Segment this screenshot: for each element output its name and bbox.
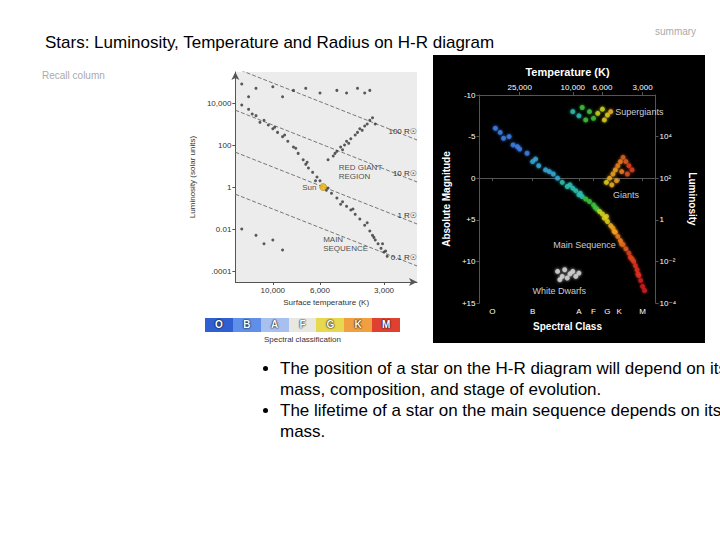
svg-text:0: 0 [471, 174, 476, 183]
svg-text:10⁻²: 10⁻² [660, 257, 676, 266]
svg-text:1 R☉: 1 R☉ [397, 211, 417, 220]
html-text:Stars: Luminosity, Temperature: Stars: Luminosity, Temperature and Radiu… [45, 33, 495, 52]
svg-text:0.1 R☉: 0.1 R☉ [391, 253, 417, 262]
svg-text:+5: +5 [466, 215, 476, 224]
html-text:Recall column: Recall column [42, 70, 105, 81]
svg-text:Surface temperature (K): Surface temperature (K) [283, 298, 369, 307]
svg-text:MAIN: MAIN [323, 235, 343, 244]
svg-text:Giants: Giants [613, 190, 640, 200]
svg-text:Supergiants: Supergiants [615, 107, 664, 117]
svg-text:10,000: 10,000 [561, 83, 586, 92]
svg-text:10⁻⁴: 10⁻⁴ [660, 299, 677, 308]
svg-text:-10: -10 [464, 91, 476, 100]
svg-text:Sun: Sun [302, 183, 316, 192]
svg-text:B: B [530, 307, 535, 316]
svg-text:G: G [604, 307, 610, 316]
svg-text:Luminosity (solar units): Luminosity (solar units) [188, 136, 197, 219]
svg-text:A: A [576, 307, 582, 316]
svg-text:RED GIANT: RED GIANT [339, 163, 383, 172]
svg-text:M: M [639, 307, 646, 316]
html-text:O: O [215, 319, 223, 330]
svg-text:10,000: 10,000 [207, 99, 232, 108]
svg-text:6,000: 6,000 [592, 83, 613, 92]
svg-text:White Dwarfs: White Dwarfs [533, 286, 587, 296]
html-text:summary: summary [655, 26, 697, 37]
svg-text:+10: +10 [462, 257, 476, 266]
svg-text:REGION: REGION [339, 172, 371, 181]
svg-text:-5: -5 [468, 132, 476, 141]
svg-text:3,000: 3,000 [633, 83, 654, 92]
svg-text:O: O [489, 307, 495, 316]
svg-text:25,000: 25,000 [507, 83, 532, 92]
svg-text:6,000: 6,000 [310, 286, 331, 295]
html-text:B: B [243, 319, 251, 330]
svg-text:1: 1 [227, 183, 232, 192]
svg-text:SEQUENCE: SEQUENCE [323, 244, 368, 253]
html-text:G: G [326, 319, 335, 330]
svg-text:10⁴: 10⁴ [660, 132, 673, 141]
svg-text:Luminosity: Luminosity [687, 172, 698, 226]
svg-text:F: F [591, 307, 596, 316]
html-text:M: M [381, 319, 391, 330]
html-text:A: A [271, 319, 279, 330]
svg-text:3,000: 3,000 [374, 286, 395, 295]
html-text:K: K [354, 319, 362, 330]
html-text:Spectral classification: Spectral classification [264, 335, 341, 344]
svg-text:100 R☉: 100 R☉ [388, 127, 417, 136]
svg-text:10,000: 10,000 [261, 286, 286, 295]
svg-text:.0001: .0001 [211, 267, 232, 276]
svg-text:Spectral Class: Spectral Class [533, 321, 602, 332]
svg-text:0.01: 0.01 [216, 225, 232, 234]
html-text:F: F [299, 319, 306, 330]
svg-text:Temperature (K): Temperature (K) [525, 66, 609, 78]
svg-text:Absolute Magnitude: Absolute Magnitude [441, 151, 452, 247]
svg-text:10 R☉: 10 R☉ [393, 169, 417, 178]
svg-text:10²: 10² [660, 174, 672, 183]
svg-text:K: K [616, 307, 622, 316]
svg-text:100: 100 [218, 141, 232, 150]
svg-text:Main Sequence: Main Sequence [553, 240, 616, 250]
svg-text:1: 1 [660, 215, 665, 224]
svg-text:+15: +15 [462, 299, 476, 308]
